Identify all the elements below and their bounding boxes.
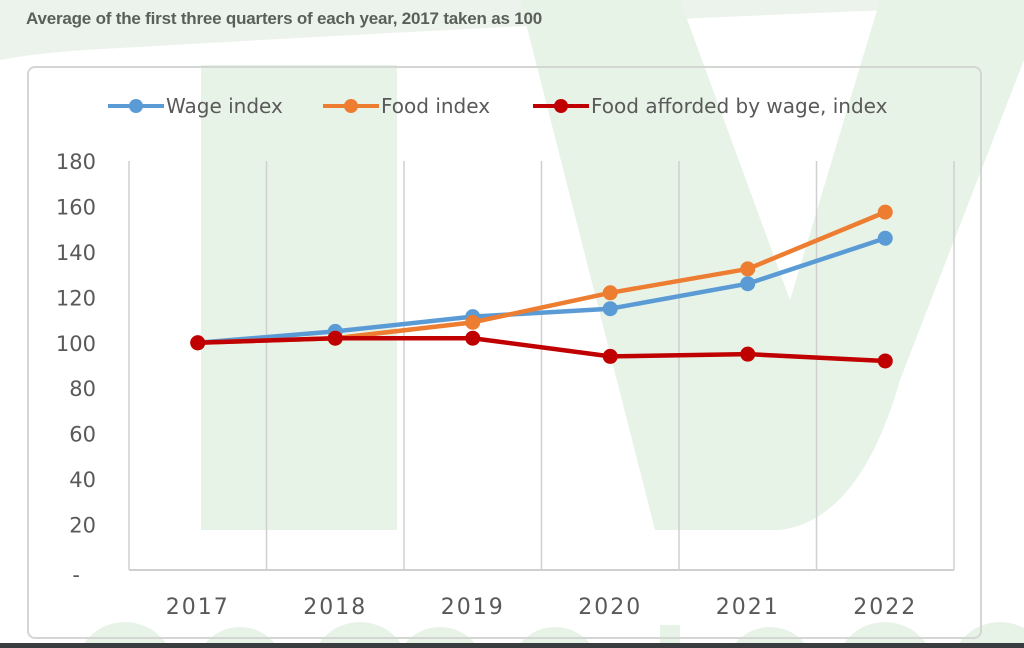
- series-line: [195, 335, 888, 364]
- data-point: [877, 230, 893, 246]
- y-tick-label: 120: [56, 286, 96, 310]
- y-tick-label: 40: [69, 468, 96, 492]
- watermark-arc: [0, 0, 1024, 60]
- x-tick-label: 2017: [166, 595, 230, 620]
- y-tick-label: 60: [69, 423, 96, 447]
- legend-item: Food afforded by wage, index: [533, 94, 888, 118]
- legend-label: Food index: [381, 94, 490, 118]
- y-tick-label: 100: [56, 332, 96, 356]
- data-point: [877, 204, 893, 220]
- y-tick-label: 160: [56, 195, 96, 219]
- y-tick-label: -: [72, 563, 80, 587]
- legend-marker-icon: [554, 99, 568, 113]
- legend-marker-icon: [129, 99, 143, 113]
- legend-item: Food index: [323, 94, 490, 118]
- gridlines: [128, 161, 955, 571]
- data-point: [740, 276, 756, 292]
- series-group: [190, 204, 893, 369]
- y-tick-label: 80: [69, 377, 96, 401]
- y-axis-ticks: - 20 40 60 80 100 120 140 160 180: [56, 150, 96, 587]
- legend: Wage index Food index Food afforded by wag…: [108, 94, 888, 118]
- data-point: [877, 353, 893, 369]
- chart-subtitle: Average of the first three quarters of e…: [26, 9, 543, 28]
- x-tick-label: 2020: [578, 595, 642, 620]
- legend-label: Food afforded by wage, index: [591, 94, 888, 118]
- x-axis-ticks: 2017 2018 2019 2020 2021 2022: [166, 595, 917, 620]
- x-tick-label: 2019: [441, 595, 505, 620]
- chart-frame: [27, 66, 982, 639]
- data-point: [602, 348, 618, 364]
- legend-item: Wage index: [108, 94, 283, 118]
- legend-label: Wage index: [166, 94, 283, 118]
- x-tick-label: 2022: [853, 595, 917, 620]
- data-point: [190, 335, 206, 351]
- bottom-bar: [0, 643, 1024, 648]
- legend-marker-icon: [344, 99, 358, 113]
- x-tick-label: 2018: [303, 595, 367, 620]
- data-point: [740, 346, 756, 362]
- watermark-v: [520, 0, 1024, 530]
- x-tick-label: 2021: [716, 595, 780, 620]
- data-point: [465, 330, 481, 346]
- series-line: [195, 236, 888, 346]
- y-tick-label: 140: [56, 241, 96, 265]
- data-point: [327, 330, 343, 346]
- data-point: [465, 314, 481, 330]
- series-food-afforded-by-wage-index: [190, 330, 893, 369]
- data-point: [740, 261, 756, 277]
- watermark-bar: [201, 65, 397, 530]
- data-point: [602, 285, 618, 301]
- data-point: [602, 301, 618, 317]
- y-tick-label: 20: [69, 514, 96, 538]
- y-tick-label: 180: [56, 150, 96, 174]
